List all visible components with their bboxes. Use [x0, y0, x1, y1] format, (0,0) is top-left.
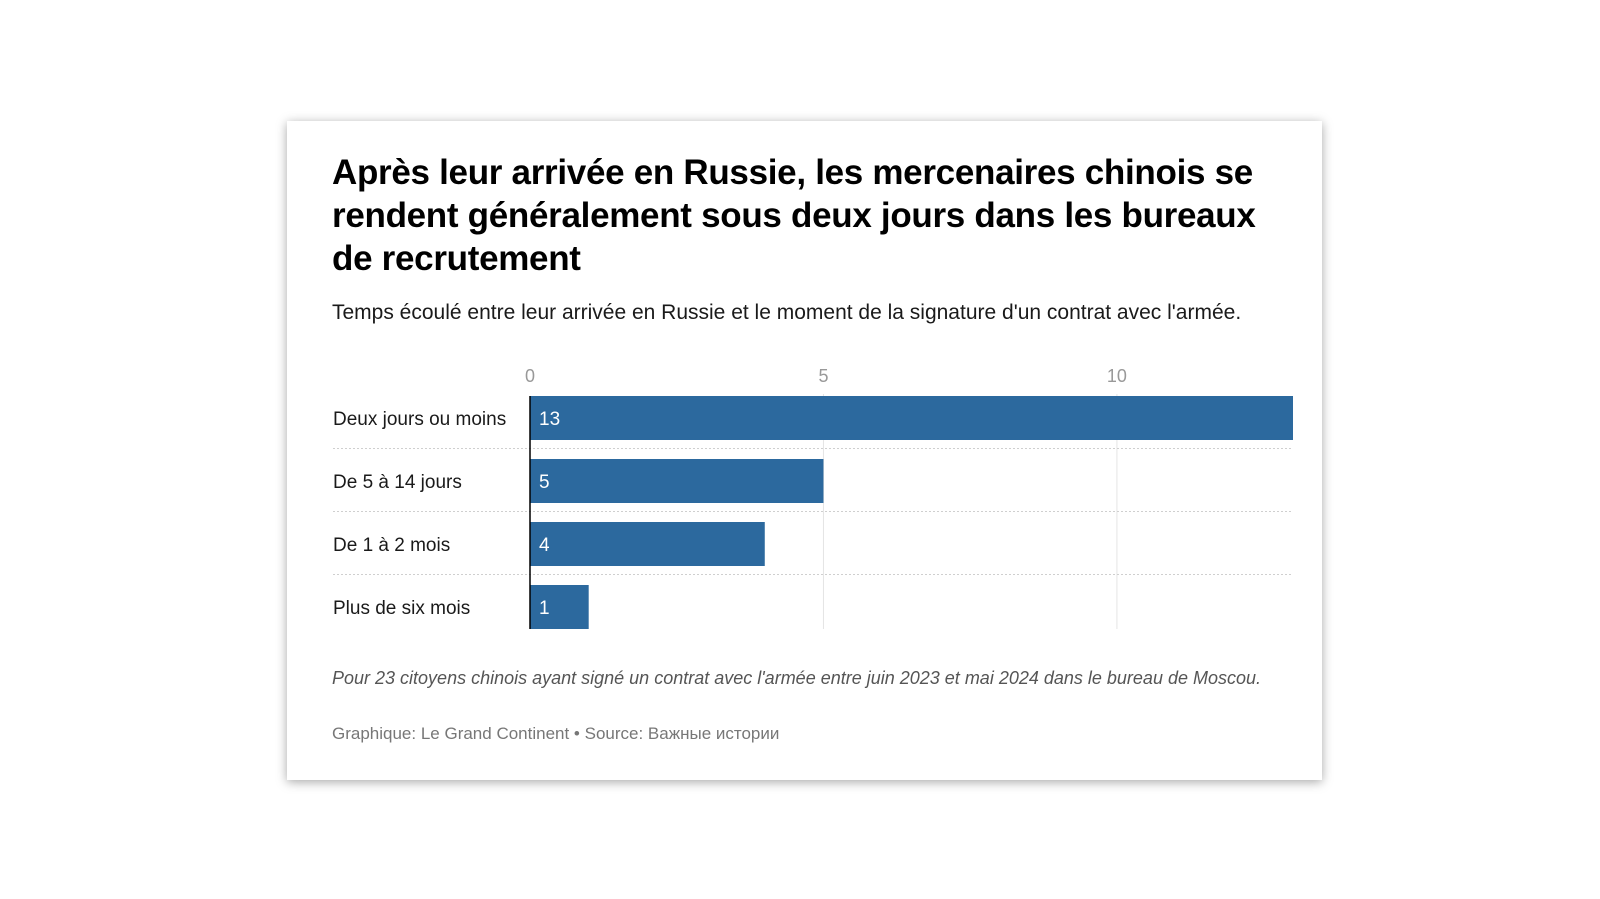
bar-value-label: 5 [539, 472, 550, 493]
category-label: Plus de six mois [333, 598, 470, 619]
chart-notes: Pour 23 citoyens chinois ayant signé un … [332, 668, 1262, 688]
bar [530, 522, 765, 566]
bar-chart: 0 5 10 Deux jours ou moins 13 De 5 à 14 jours… [333, 366, 1293, 629]
bar [530, 459, 824, 503]
bar [530, 585, 589, 629]
chart-card: Après leur arrivée en Russie, les mercen… [287, 121, 1322, 780]
chart-title: Après leur arrivée en Russie, les mercen… [332, 153, 1256, 278]
bar-value-label: 1 [539, 598, 550, 619]
x-tick-label: 10 [1107, 366, 1127, 386]
x-tick-label: 5 [818, 366, 828, 386]
category-label: De 5 à 14 jours [333, 472, 462, 493]
chart-source: Graphique: Le Grand Continent • Source: … [332, 724, 780, 743]
category-label: Deux jours ou moins [333, 409, 506, 430]
bar-value-label: 4 [539, 535, 550, 556]
chart-subtitle: Temps écoulé entre leur arrivée en Russi… [332, 301, 1242, 324]
bar-value-label: 13 [539, 409, 560, 430]
bar [530, 396, 1293, 440]
category-label: De 1 à 2 mois [333, 535, 450, 556]
x-tick-label: 0 [525, 366, 535, 386]
